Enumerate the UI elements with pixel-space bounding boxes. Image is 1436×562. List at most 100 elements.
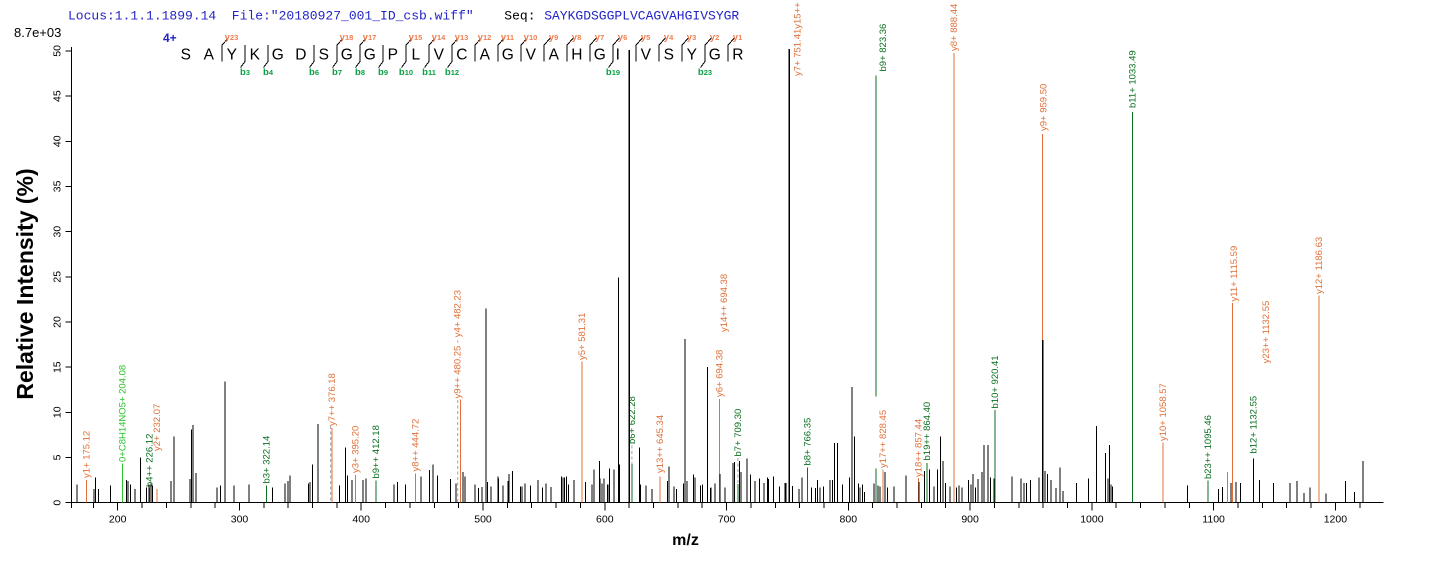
svg-text:y18: y18 — [340, 32, 354, 43]
svg-text:b11: b11 — [422, 67, 436, 78]
svg-text:Y: Y — [227, 46, 237, 63]
svg-text:y9+ 959.50: y9+ 959.50 — [1039, 84, 1050, 131]
svg-text:1000: 1000 — [1080, 514, 1104, 526]
svg-text:G: G — [594, 46, 606, 63]
svg-text:b10: b10 — [399, 67, 413, 78]
svg-text:H: H — [571, 46, 582, 63]
svg-text:b8: b8 — [355, 67, 365, 78]
svg-text:35: 35 — [52, 180, 64, 192]
svg-text:y7: y7 — [595, 32, 604, 43]
svg-text:S: S — [664, 46, 674, 63]
svg-text:y5+ 581.31: y5+ 581.31 — [577, 313, 588, 360]
svg-text:y5: y5 — [641, 32, 650, 43]
svg-text:1200: 1200 — [1324, 514, 1348, 526]
svg-text:400: 400 — [352, 514, 370, 526]
svg-text:y14++ 694.38: y14++ 694.38 — [719, 274, 730, 332]
svg-text:R: R — [732, 46, 743, 63]
svg-text:b23++ 1095.46: b23++ 1095.46 — [1203, 415, 1214, 479]
svg-text:y17++ 828.45: y17++ 828.45 — [878, 410, 889, 468]
svg-text:b4: b4 — [263, 67, 274, 78]
svg-text:K: K — [250, 46, 261, 63]
svg-text:40: 40 — [52, 135, 64, 147]
svg-text:Relative Intensity (%): Relative Intensity (%) — [12, 168, 38, 399]
svg-text:I: I — [616, 46, 620, 63]
svg-text:20: 20 — [52, 316, 64, 328]
svg-text:y9: y9 — [549, 32, 558, 43]
svg-text:S: S — [319, 46, 329, 63]
svg-text:y13: y13 — [455, 32, 469, 43]
svg-text:8.7e+03: 8.7e+03 — [14, 25, 61, 40]
svg-text:G: G — [341, 46, 353, 63]
svg-text:G: G — [272, 46, 284, 63]
svg-text:y18++ 857.44: y18++ 857.44 — [913, 419, 924, 477]
svg-text:b3: b3 — [240, 67, 250, 78]
svg-text:L: L — [411, 46, 420, 63]
svg-text:y3+ 395.20: y3+ 395.20 — [350, 426, 361, 473]
svg-text:b19: b19 — [606, 67, 620, 78]
svg-text:y23++ 1132.55: y23++ 1132.55 — [1261, 301, 1272, 364]
svg-text:m/z: m/z — [672, 532, 699, 549]
svg-text:900: 900 — [961, 514, 979, 526]
svg-text:25: 25 — [52, 271, 64, 283]
svg-text:y12: y12 — [478, 32, 492, 43]
svg-text:50: 50 — [52, 45, 64, 57]
svg-text:y8++ 444.72: y8++ 444.72 — [411, 419, 422, 472]
svg-text:200: 200 — [109, 514, 127, 526]
svg-text:G: G — [502, 46, 514, 63]
svg-text:y11+ 1115.59: y11+ 1115.59 — [1229, 246, 1240, 302]
svg-text:V: V — [526, 46, 537, 63]
svg-text:G: G — [364, 46, 376, 63]
svg-text:G: G — [709, 46, 721, 63]
svg-text:A: A — [480, 46, 491, 63]
svg-text:A: A — [549, 46, 560, 63]
svg-text:15: 15 — [52, 361, 64, 373]
svg-text:b12: b12 — [445, 67, 459, 78]
svg-text:30: 30 — [52, 226, 64, 238]
svg-text:y9++ 480.25 - y4+ 482.23: y9++ 480.25 - y4+ 482.23 — [453, 290, 464, 399]
svg-text:Y: Y — [687, 46, 697, 63]
svg-text:b6: b6 — [309, 67, 319, 78]
svg-text:y10+ 1058.57: y10+ 1058.57 — [1158, 383, 1169, 441]
svg-text:D: D — [295, 46, 306, 63]
svg-text:y6+ 694.38: y6+ 694.38 — [715, 350, 726, 397]
svg-text:500: 500 — [474, 514, 492, 526]
svg-text:b6+ 622.28: b6+ 622.28 — [627, 396, 638, 444]
svg-text:y3: y3 — [687, 32, 696, 43]
svg-text:y4: y4 — [664, 32, 674, 43]
svg-text:b10+ 920.41: b10+ 920.41 — [990, 355, 1001, 408]
svg-text:y23: y23 — [225, 32, 239, 43]
svg-text:b9: b9 — [378, 67, 388, 78]
svg-text:y2: y2 — [710, 32, 719, 43]
svg-text:700: 700 — [718, 514, 736, 526]
svg-text:y8: y8 — [572, 32, 581, 43]
svg-text:b9++ 412.18: b9++ 412.18 — [371, 425, 382, 478]
svg-text:b23: b23 — [698, 67, 712, 78]
svg-text:A: A — [204, 46, 215, 63]
svg-text:0: 0 — [52, 500, 64, 506]
svg-text:y13++ 645.34: y13++ 645.34 — [655, 415, 666, 473]
svg-text:y10: y10 — [524, 32, 538, 43]
svg-text:y7++ 376.18: y7++ 376.18 — [327, 373, 338, 426]
svg-text:800: 800 — [840, 514, 858, 526]
svg-text:b9+ 823.36: b9+ 823.36 — [878, 24, 889, 72]
svg-text:S: S — [181, 46, 191, 63]
svg-text:b12+ 1132.55: b12+ 1132.55 — [1249, 396, 1260, 454]
svg-text:y11: y11 — [501, 32, 514, 43]
svg-text:y12+ 1186.63: y12+ 1186.63 — [1314, 237, 1325, 294]
svg-text:4+: 4+ — [163, 31, 177, 45]
svg-text:y17: y17 — [363, 32, 377, 43]
svg-text:y6: y6 — [618, 32, 627, 43]
svg-text:b7: b7 — [332, 67, 342, 78]
svg-text:b7+ 709.30: b7+ 709.30 — [733, 409, 744, 457]
svg-text:45: 45 — [52, 90, 64, 102]
svg-text:y14: y14 — [432, 32, 446, 43]
svg-text:y1+ 175.12: y1+ 175.12 — [82, 431, 93, 478]
svg-text:0+C8H14NO5+ 204.08: 0+C8H14NO5+ 204.08 — [117, 365, 128, 462]
svg-text:V: V — [434, 46, 445, 63]
svg-text:b11+ 1033.49: b11+ 1033.49 — [1128, 50, 1139, 108]
svg-text:600: 600 — [596, 514, 614, 526]
svg-text:y2+ 232.07: y2+ 232.07 — [152, 404, 163, 451]
svg-text:5: 5 — [52, 454, 64, 460]
svg-text:1100: 1100 — [1202, 514, 1225, 526]
